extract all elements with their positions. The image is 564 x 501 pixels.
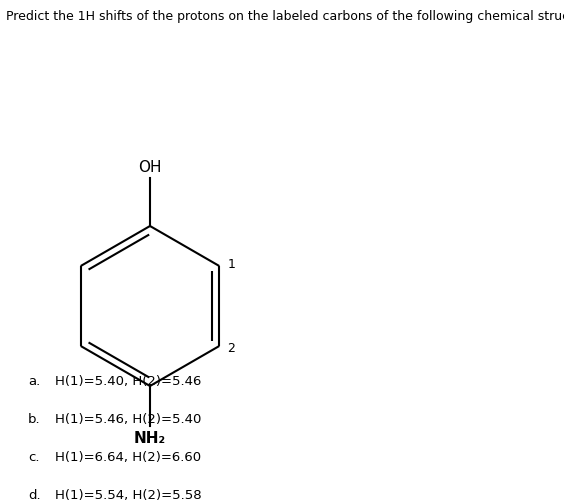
Text: Predict the 1H shifts of the protons on the labeled carbons of the following che: Predict the 1H shifts of the protons on … — [6, 10, 564, 23]
Text: 1: 1 — [227, 258, 235, 271]
Text: c.: c. — [28, 450, 39, 463]
Text: H(1)=6.64, H(2)=6.60: H(1)=6.64, H(2)=6.60 — [55, 450, 201, 463]
Text: H(1)=5.40, H(2)=5.46: H(1)=5.40, H(2)=5.46 — [55, 375, 201, 388]
Text: H(1)=5.46, H(2)=5.40: H(1)=5.46, H(2)=5.40 — [55, 413, 201, 426]
Text: OH: OH — [138, 160, 162, 175]
Text: NH₂: NH₂ — [134, 430, 166, 445]
Text: 2: 2 — [227, 342, 235, 355]
Text: b.: b. — [28, 413, 41, 426]
Text: d.: d. — [28, 488, 41, 501]
Text: a.: a. — [28, 375, 40, 388]
Text: H(1)=5.54, H(2)=5.58: H(1)=5.54, H(2)=5.58 — [55, 488, 201, 501]
